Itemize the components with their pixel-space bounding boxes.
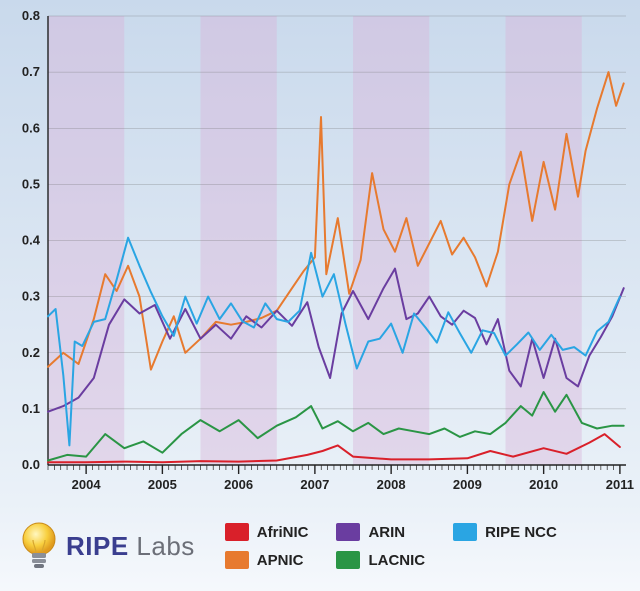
svg-text:0.4: 0.4 xyxy=(22,233,41,248)
legend-label: APNIC xyxy=(257,552,304,569)
line-chart: 0.0 0.1 0.2 0.3 0.4 0.5 0.6 0.7 0.8 2004 2005 2006 2… xyxy=(0,0,640,591)
brand-text: RIPE Labs xyxy=(66,531,195,562)
legend-swatch xyxy=(225,523,249,541)
svg-text:0.2: 0.2 xyxy=(22,345,40,360)
svg-text:2011: 2011 xyxy=(606,477,634,492)
legend-item: LACNIC xyxy=(336,551,425,569)
legend-item: ARIN xyxy=(336,523,425,541)
svg-text:2008: 2008 xyxy=(377,477,406,492)
legend-label: LACNIC xyxy=(368,552,425,569)
legend-label: AfriNIC xyxy=(257,524,309,541)
legend-swatch xyxy=(453,523,477,541)
legend-swatch xyxy=(336,523,360,541)
svg-text:2009: 2009 xyxy=(453,477,482,492)
chart-container: 0.0 0.1 0.2 0.3 0.4 0.5 0.6 0.7 0.8 2004 2005 2006 2… xyxy=(0,0,640,591)
svg-text:2007: 2007 xyxy=(300,477,329,492)
legend-swatch xyxy=(225,551,249,569)
lightbulb-icon xyxy=(18,520,60,572)
legend: AfriNIC ARIN RIPE NCC APNIC LACNIC xyxy=(225,523,557,569)
svg-text:2005: 2005 xyxy=(148,477,177,492)
legend-swatch xyxy=(336,551,360,569)
svg-text:0.1: 0.1 xyxy=(22,401,40,416)
svg-text:0.6: 0.6 xyxy=(22,120,40,135)
legend-label: RIPE NCC xyxy=(485,524,557,541)
brand-part2: Labs xyxy=(129,531,195,561)
legend-item: APNIC xyxy=(225,551,309,569)
svg-text:0.0: 0.0 xyxy=(22,457,40,472)
brand-part1: RIPE xyxy=(66,531,129,561)
legend-label: ARIN xyxy=(368,524,405,541)
svg-text:0.7: 0.7 xyxy=(22,64,40,79)
svg-text:0.8: 0.8 xyxy=(22,8,40,23)
svg-text:2006: 2006 xyxy=(224,477,253,492)
svg-text:2010: 2010 xyxy=(529,477,558,492)
footer: RIPE Labs AfriNIC ARIN RIPE NCC APNIC LACNIC xyxy=(0,509,640,591)
ripe-labs-logo: RIPE Labs xyxy=(18,520,195,572)
svg-text:2004: 2004 xyxy=(72,477,102,492)
legend-item: RIPE NCC xyxy=(453,523,557,541)
legend-item: AfriNIC xyxy=(225,523,309,541)
svg-text:0.3: 0.3 xyxy=(22,289,40,304)
svg-text:0.5: 0.5 xyxy=(22,176,40,191)
